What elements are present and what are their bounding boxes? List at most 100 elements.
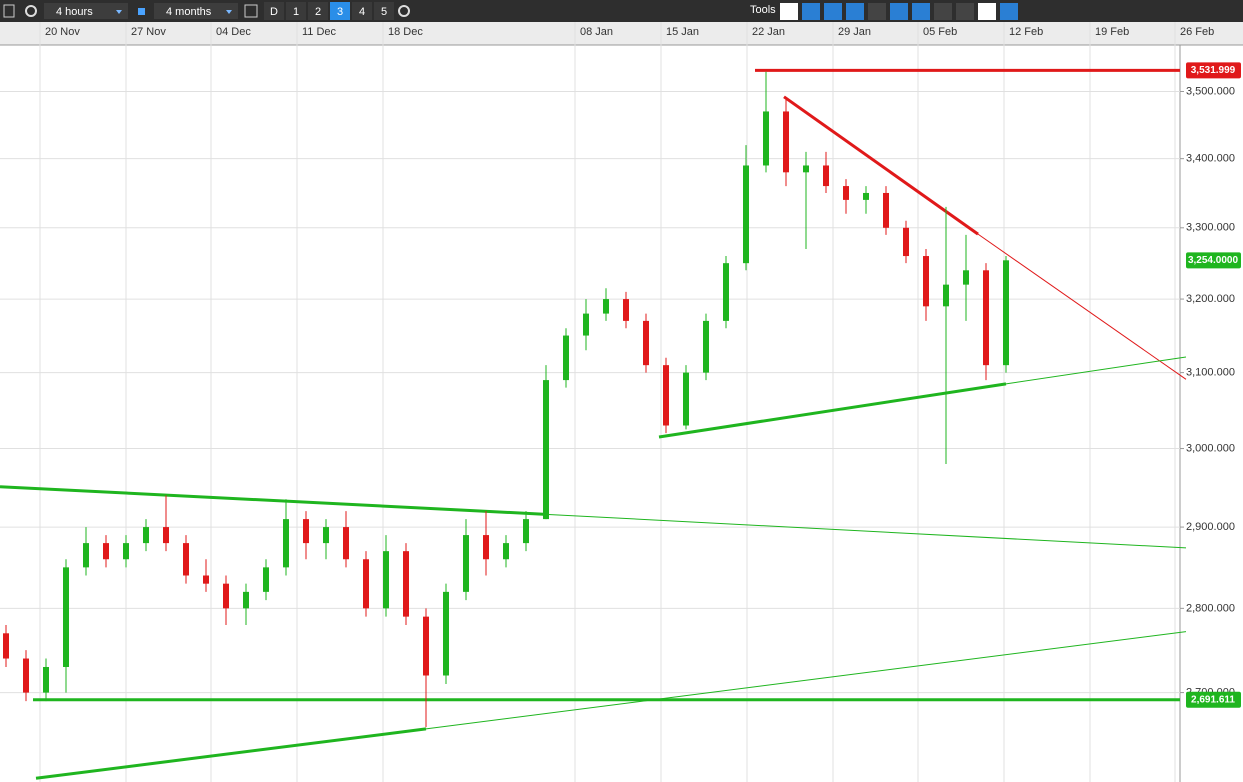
period-label: 2 [315,6,321,18]
x-tick-label: 04 Dec [216,26,251,38]
period-button[interactable] [308,2,328,20]
tool[interactable] [824,3,842,20]
x-tick-label: 20 Nov [45,26,80,38]
candle-body [303,519,309,544]
candle-body [603,299,609,314]
range-label: 4 months [166,6,212,18]
calendar-icon[interactable] [244,4,258,18]
candle-body [923,256,929,307]
y-tick-label: 2,900.000 [1186,521,1235,533]
plot: 20 Nov 27 Nov 04 Dec 11 Dec 18 Dec 08 Jan 15 J… [0,22,1243,782]
candle-body [83,543,89,568]
candle-body [903,227,909,257]
y-tick-label: 3,100.000 [1186,367,1235,379]
candle-body [423,616,429,676]
candle-body [223,583,229,609]
period-label: 5 [381,6,387,18]
lock-icon[interactable] [138,8,145,15]
candle-body [323,527,329,544]
interval-select[interactable] [44,3,128,19]
tool[interactable] [846,3,864,20]
x-tick-label: 11 Dec [302,26,337,38]
x-tick-label: 26 Feb [1180,26,1214,38]
price-tag-label: 2,691.611 [1191,694,1235,705]
candle-body [403,551,409,617]
candle-body [163,527,169,544]
candle-body [623,299,629,321]
candle-body [43,666,49,693]
menu-icon[interactable] [3,4,15,18]
candle-body [583,313,589,336]
candle-body [683,372,689,426]
candle-body [703,320,709,373]
period-label: 1 [293,6,299,18]
period-buttons: D 1 2 3 4 5 [264,2,394,20]
period-button[interactable] [264,2,284,20]
price-tag-label: 3,531.999 [1191,65,1236,76]
dropdown-arrow [116,10,122,14]
tool[interactable] [978,3,996,20]
y-tick-label: 2,800.000 [1186,602,1235,614]
trend-line [0,485,547,516]
candle-body [563,335,569,381]
dropdown-arrow [226,10,232,14]
tool[interactable] [956,3,974,20]
trend-line [35,727,427,780]
tool[interactable] [868,3,886,20]
range-select[interactable] [154,3,238,19]
settings-icon[interactable] [398,5,410,17]
candle-body [363,559,369,609]
period-label: D [270,6,278,18]
x-tick-label: 12 Feb [1009,26,1043,38]
period-label: 4 [359,6,365,18]
candle-body [983,270,989,366]
candle-body [963,270,969,285]
candle-body [823,165,829,187]
candle-body [743,165,749,264]
candle-body [523,519,529,544]
period-button[interactable] [374,2,394,20]
candle-body [803,165,809,173]
candle-body [243,591,249,609]
tool[interactable] [912,3,930,20]
candle-body [543,380,549,520]
candle-body [463,535,469,592]
candle-body [863,192,869,200]
period-button[interactable] [352,2,372,20]
x-tick-label: 15 Jan [666,26,699,38]
tool[interactable] [890,3,908,20]
candle-body [283,519,289,568]
candle-body [3,633,9,659]
trend-line [658,382,1007,439]
tool[interactable] [1000,3,1018,20]
candle-body [503,543,509,560]
x-tick-label: 27 Nov [131,26,166,38]
y-tick-label: 3,300.000 [1186,222,1235,234]
interval-label: 4 hours [56,6,93,18]
candle-body [63,567,69,667]
candle-body [843,186,849,200]
candle-body [123,543,129,560]
x-tick-label: 19 Feb [1095,26,1129,38]
candle-body [783,111,789,173]
period-button[interactable] [286,2,306,20]
candle-body [943,284,949,307]
trend-line [425,631,1187,730]
candle-body [483,535,489,560]
period-button[interactable] [330,2,350,20]
tool-icons [780,3,1018,20]
tool[interactable] [934,3,952,20]
tool[interactable] [802,3,820,20]
trend-line [1005,356,1187,385]
period-label: 3 [337,6,343,18]
candle-body [723,263,729,321]
tool[interactable] [780,3,798,20]
settings-icon[interactable] [25,5,37,17]
candle-body [643,320,649,366]
x-tick-label: 22 Jan [752,26,785,38]
x-tick-label: 18 Dec [388,26,423,38]
candle-body [183,543,189,576]
candle-body [263,567,269,592]
